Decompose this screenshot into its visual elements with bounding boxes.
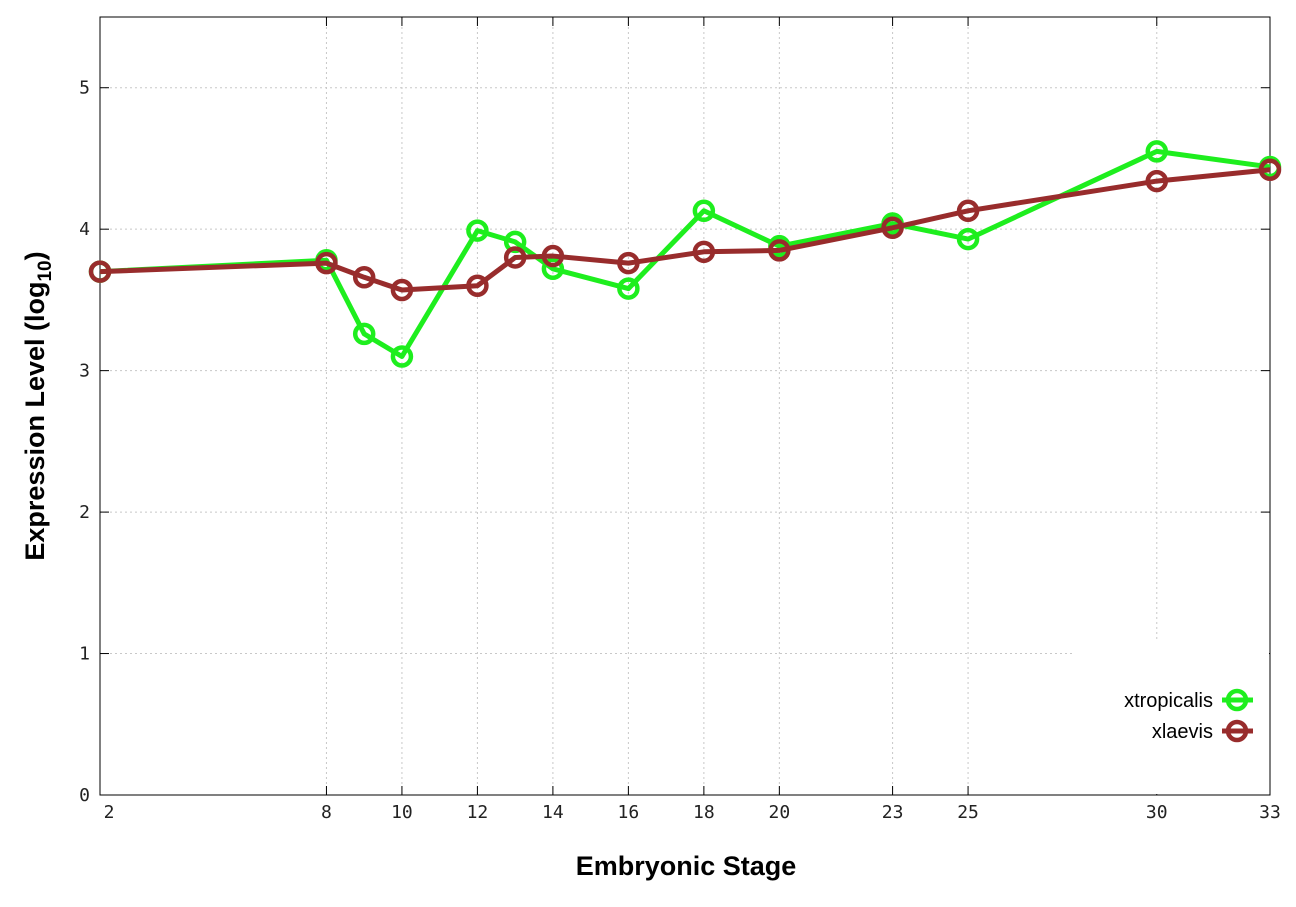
y-axis-title-subscript: 10 <box>35 260 56 281</box>
series-line-xlaevis <box>99 167 1271 293</box>
data-point-xlaevis <box>617 251 640 275</box>
x-tick-label: 20 <box>769 802 791 823</box>
y-tick-label: 4 <box>79 219 90 240</box>
x-tick-label: 30 <box>1146 802 1168 823</box>
x-axis-title: Embryonic Stage <box>576 851 797 881</box>
data-point-xlaevis <box>1145 169 1169 193</box>
data-point-xtropicalis <box>390 345 414 368</box>
y-axis-title: Expression Level (log10) <box>20 251 56 560</box>
y-tick-label: 3 <box>79 361 90 382</box>
data-point-xtropicalis <box>1145 140 1169 163</box>
plot-frame <box>99 16 1271 796</box>
data-point-xlaevis <box>466 274 489 298</box>
data-point-xtropicalis <box>466 219 489 242</box>
legend-marker-xtropicalis <box>1225 688 1249 712</box>
legend-background <box>1072 642 1269 794</box>
data-point-xlaevis <box>1258 158 1282 182</box>
y-tick-label: 0 <box>79 785 90 806</box>
series-layer <box>88 140 1282 368</box>
data-point-xlaevis <box>390 278 414 302</box>
data-point-xtropicalis <box>541 257 565 281</box>
legend-label-xlaevis: xlaevis <box>1152 721 1213 743</box>
data-point-xtropicalis <box>956 227 980 251</box>
y-tick-label: 1 <box>79 644 90 665</box>
x-tick-label: 14 <box>542 802 564 823</box>
x-tick-label: 8 <box>321 802 332 823</box>
x-tick-label: 23 <box>882 802 904 823</box>
data-point-xlaevis <box>692 240 716 264</box>
y-tick-label: 5 <box>79 78 90 99</box>
data-point-xtropicalis <box>692 199 716 223</box>
legend-label-xtropicalis: xtropicalis <box>1124 690 1213 712</box>
data-point-xlaevis <box>956 199 980 223</box>
x-tick-label: 2 <box>104 802 115 823</box>
data-point-xlaevis <box>503 246 527 269</box>
series-xlaevis <box>88 158 1282 302</box>
data-point-xlaevis <box>881 216 904 240</box>
data-point-xlaevis <box>88 260 112 283</box>
data-point-xlaevis <box>768 239 791 262</box>
x-tick-label: 18 <box>693 802 715 823</box>
x-tick-label: 16 <box>618 802 640 823</box>
y-tick-label: 2 <box>79 502 90 523</box>
x-tick-label: 33 <box>1259 802 1281 823</box>
data-point-xtropicalis <box>352 322 376 346</box>
y-axis-title-main: Expression Level (log <box>20 282 50 561</box>
y-axis-title-close: ) <box>20 251 50 260</box>
data-point-xtropicalis <box>617 277 640 300</box>
data-point-xlaevis <box>352 266 376 289</box>
x-tick-label: 12 <box>467 802 489 823</box>
data-point-xlaevis <box>541 244 565 268</box>
legend-marker-xlaevis <box>1225 719 1249 743</box>
data-point-xlaevis <box>315 251 338 275</box>
x-tick-label: 10 <box>391 802 413 823</box>
x-tick-label: 25 <box>957 802 979 823</box>
legend: xtropicalis xlaevis <box>1072 642 1269 794</box>
data-point-xtropicalis <box>503 230 527 254</box>
